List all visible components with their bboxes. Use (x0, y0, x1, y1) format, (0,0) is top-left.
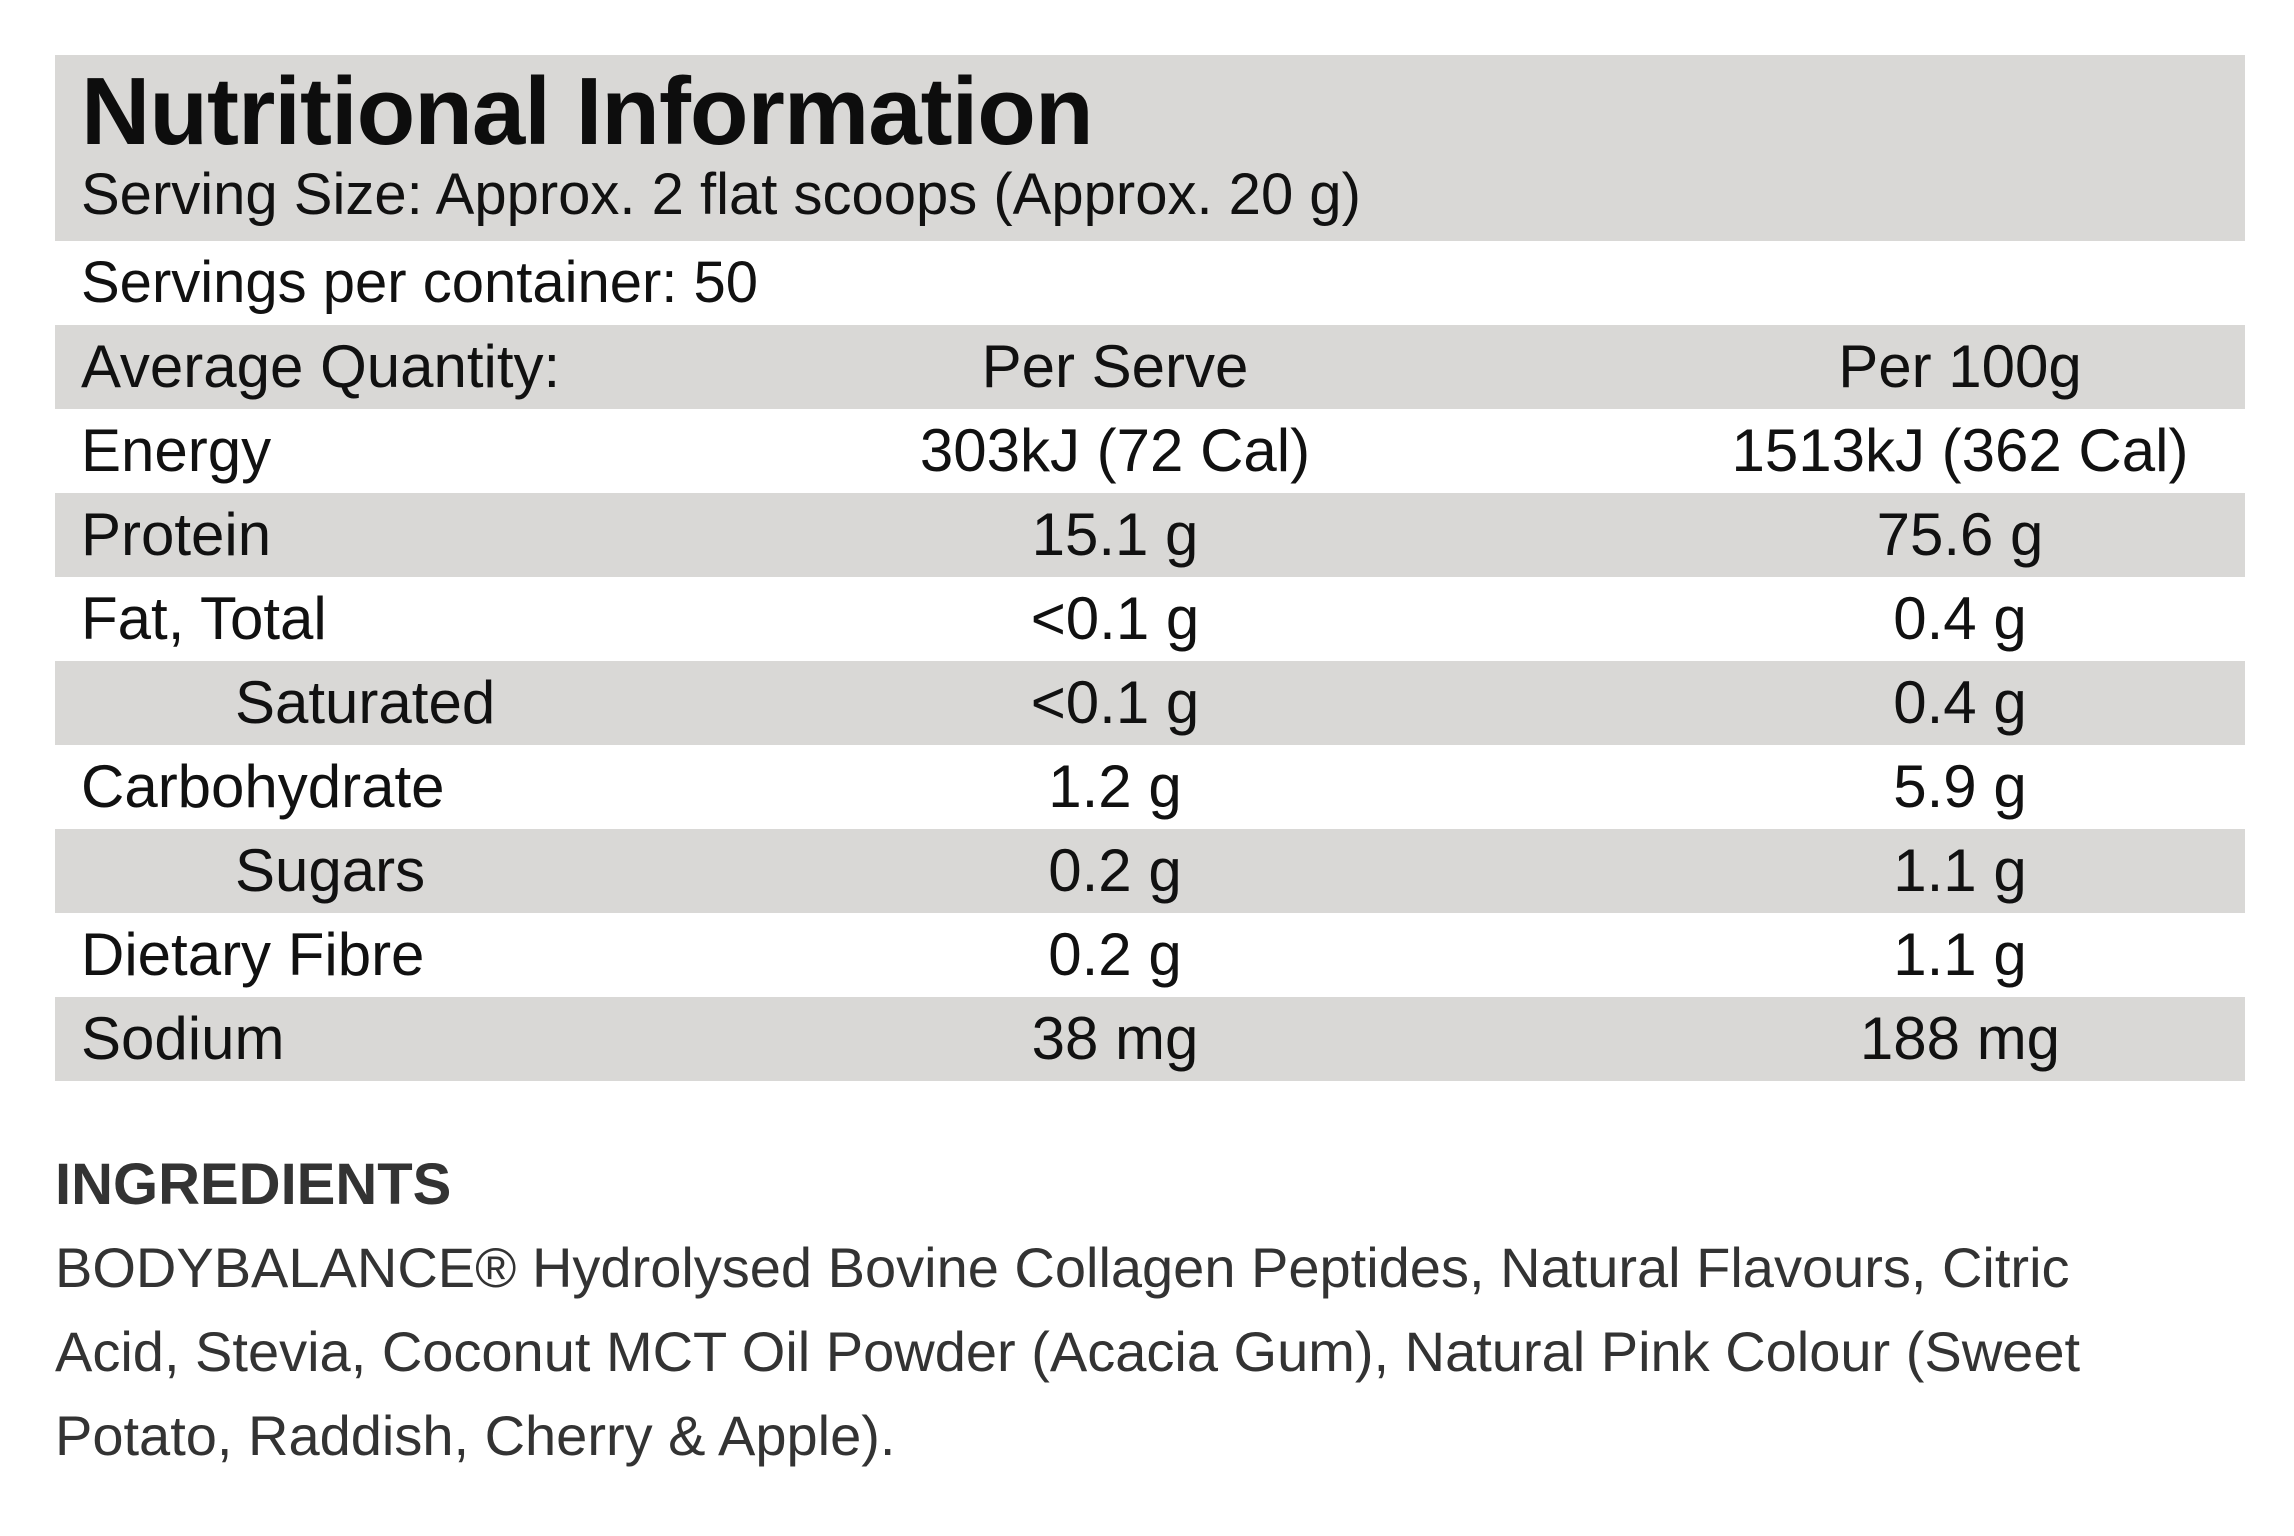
serving-size: Serving Size: Approx. 2 flat scoops (App… (81, 162, 1361, 227)
row-label: Fat, Total (81, 585, 327, 652)
row-per-serve: 15.1 g (1031, 501, 1199, 568)
row-per-serve: 0.2 g (1048, 921, 1182, 988)
row-per-serve: <0.1 g (1030, 669, 1200, 736)
nutrition-header: Nutritional Information Serving Size: Ap… (55, 55, 2245, 241)
table-row-saturated: Saturated <0.1 g 0.4 g (55, 661, 2245, 745)
row-label: Energy (81, 417, 272, 484)
row-per-serve: 1.2 g (1048, 753, 1182, 820)
row-per-100g: 75.6 g (1876, 501, 2044, 568)
servings-per-container-row: Servings per container: 50 (55, 241, 2245, 325)
row-label: Sodium (81, 1005, 285, 1072)
ingredients-section: INGREDIENTS BODYBALANCE® Hydrolysed Bovi… (55, 1150, 2245, 1478)
row-label: Carbohydrate (81, 753, 445, 820)
row-label: Sugars (235, 837, 426, 904)
table-row-energy: Energy 303kJ (72 Cal) 1513kJ (362 Cal) (55, 409, 2245, 493)
servings-per-container: Servings per container: 50 (81, 250, 759, 315)
table-header-row: Average Quantity: Per Serve Per 100g (55, 325, 2245, 409)
header-average-quantity: Average Quantity: (81, 333, 561, 400)
table-row-sugars: Sugars 0.2 g 1.1 g (55, 829, 2245, 913)
row-per-serve: <0.1 g (1030, 585, 1200, 652)
table-row-protein: Protein 15.1 g 75.6 g (55, 493, 2245, 577)
row-label: Dietary Fibre (81, 921, 425, 988)
row-per-100g: 0.4 g (1893, 669, 2027, 736)
ingredients-text: BODYBALANCE® Hydrolysed Bovine Collagen … (55, 1235, 2081, 1467)
table-row-fat-total: Fat, Total <0.1 g 0.4 g (55, 577, 2245, 661)
row-per-100g: 5.9 g (1893, 753, 2027, 820)
row-per-100g: 1.1 g (1893, 921, 2027, 988)
row-per-100g: 188 mg (1859, 1005, 2061, 1072)
row-per-100g: 0.4 g (1893, 585, 2027, 652)
panel-title: Nutritional Information (81, 58, 1094, 165)
row-label: Protein (81, 501, 272, 568)
row-per-serve: 38 mg (1031, 1005, 1199, 1072)
ingredients-heading: INGREDIENTS (55, 1152, 452, 1217)
header-per-100g: Per 100g (1838, 333, 2082, 400)
row-per-serve: 303kJ (72 Cal) (919, 417, 1311, 484)
table-row-sodium: Sodium 38 mg 188 mg (55, 997, 2245, 1081)
row-per-100g: 1513kJ (362 Cal) (1731, 417, 2189, 484)
row-label: Saturated (235, 669, 496, 736)
row-per-100g: 1.1 g (1893, 837, 2027, 904)
table-row-dietary-fibre: Dietary Fibre 0.2 g 1.1 g (55, 913, 2245, 997)
table-row-carbohydrate: Carbohydrate 1.2 g 5.9 g (55, 745, 2245, 829)
row-per-serve: 0.2 g (1048, 837, 1182, 904)
nutrition-panel: Nutritional Information Serving Size: Ap… (55, 55, 2245, 1081)
header-per-serve: Per Serve (981, 333, 1249, 400)
